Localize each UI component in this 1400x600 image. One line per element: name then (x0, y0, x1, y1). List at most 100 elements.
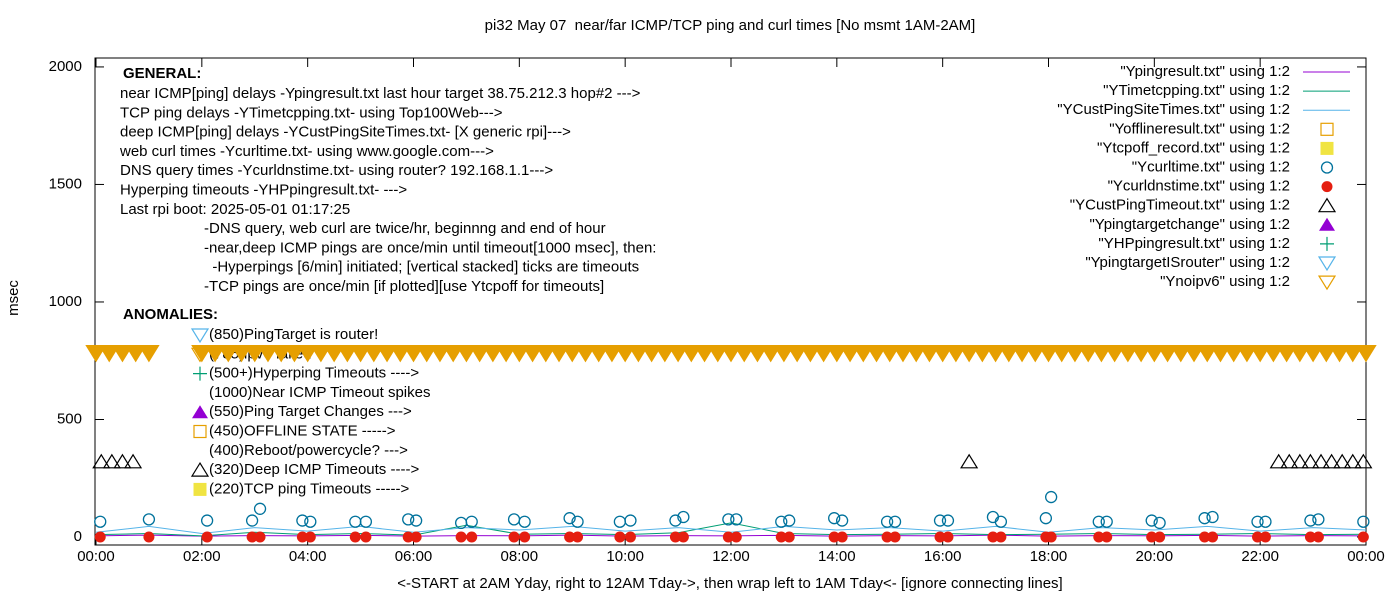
data-point (941, 514, 955, 527)
data-point (442, 345, 464, 363)
data-point (402, 513, 415, 526)
data-point (1312, 531, 1324, 543)
data-point (995, 531, 1007, 543)
data-point (1301, 453, 1320, 469)
data-point (296, 345, 319, 363)
data-point (1196, 345, 1218, 363)
data-point (125, 345, 147, 363)
data-point (253, 502, 267, 515)
data-point (888, 515, 902, 528)
data-point (1342, 345, 1364, 363)
legend-label: "Ypingtargetchange" using 1:2 (1089, 216, 1290, 233)
data-point (960, 453, 979, 469)
general-line: near ICMP[ping] delays -Ypingresult.txt … (120, 85, 641, 102)
data-point (1259, 515, 1272, 528)
data-point (1209, 345, 1232, 363)
data-point (113, 453, 132, 469)
data-point (733, 345, 755, 363)
data-point (1354, 453, 1373, 469)
data-point (143, 531, 155, 543)
data-point (880, 515, 894, 528)
data-point (563, 512, 576, 525)
data-point (601, 345, 623, 363)
y-tick-label: 0 (74, 528, 82, 545)
data-point (217, 345, 239, 363)
data-point (94, 515, 107, 528)
data-point (564, 531, 576, 543)
data-point (1145, 514, 1158, 527)
general-note: -near,deep ICMP pings are once/min until… (204, 239, 656, 256)
data-point (410, 531, 422, 543)
data-point (1143, 345, 1166, 363)
data-point (773, 345, 795, 363)
data-point (693, 345, 716, 363)
legend-swatch (1317, 256, 1337, 272)
legend-label: "Ycurldnstime.txt" using 1:2 (1108, 178, 1290, 195)
y-axis-label: msec (5, 280, 22, 316)
data-point (730, 531, 742, 543)
data-point (1304, 531, 1316, 543)
data-point (85, 345, 107, 363)
data-point (245, 514, 259, 527)
anomaly-symbol (190, 328, 210, 344)
data-point (931, 345, 954, 363)
data-point (1315, 345, 1337, 363)
data-point (852, 345, 874, 363)
data-point (1290, 453, 1309, 469)
data-point (349, 345, 372, 363)
x-tick-label: 18:00 (1030, 548, 1068, 565)
anomaly-symbol (193, 482, 207, 496)
y-tick-label: 1000 (49, 293, 82, 310)
data-point (881, 531, 893, 543)
data-point (1044, 490, 1058, 504)
data-point (204, 345, 226, 363)
data-point (1198, 512, 1211, 525)
data-point (1275, 345, 1298, 363)
x-tick-label: 08:00 (501, 548, 539, 565)
data-point (760, 345, 782, 363)
data-point (360, 531, 372, 543)
x-tick-label: 02:00 (183, 548, 221, 565)
data-point (191, 345, 213, 363)
data-point (986, 510, 1000, 524)
data-point (1322, 453, 1341, 469)
data-point (482, 345, 504, 363)
data-point (1312, 513, 1325, 526)
data-point (677, 531, 689, 543)
anomaly-line: (1000)Near ICMP Timeout spikes (209, 384, 430, 401)
data-point (349, 531, 361, 543)
data-point (958, 345, 980, 363)
anomaly-line: (500+)Hyperping Timeouts ----> (209, 365, 419, 382)
data-point (669, 514, 682, 527)
general-note: -Hyperpings [6/min] initiated; [vertical… (204, 259, 639, 276)
data-point (1045, 531, 1057, 543)
legend-label: "YpingtargetISrouter" using 1:2 (1085, 254, 1290, 271)
data-point (1302, 345, 1324, 363)
data-point (879, 345, 901, 363)
data-point (92, 453, 111, 469)
data-point (987, 531, 999, 543)
data-point (1269, 453, 1288, 469)
data-point (519, 531, 531, 543)
data-point (1259, 531, 1271, 543)
data-point (521, 345, 544, 363)
data-point (465, 515, 478, 528)
data-point (1024, 345, 1046, 363)
data-point (257, 345, 279, 363)
data-point (323, 345, 345, 363)
data-point (1280, 453, 1299, 469)
data-point (1262, 345, 1285, 363)
legend-swatch (1320, 236, 1334, 251)
data-point (933, 514, 947, 527)
data-point (730, 513, 743, 526)
legend-label: "YHPpingresult.txt" using 1:2 (1098, 235, 1290, 252)
anomaly-line: (850)PingTarget is router! (209, 326, 378, 343)
data-point (783, 531, 795, 543)
data-point (786, 345, 808, 363)
data-point (508, 531, 520, 543)
data-point (707, 345, 729, 363)
x-tick-label: 06:00 (395, 548, 433, 565)
data-point (1103, 345, 1126, 363)
anomaly-symbol (193, 424, 207, 439)
